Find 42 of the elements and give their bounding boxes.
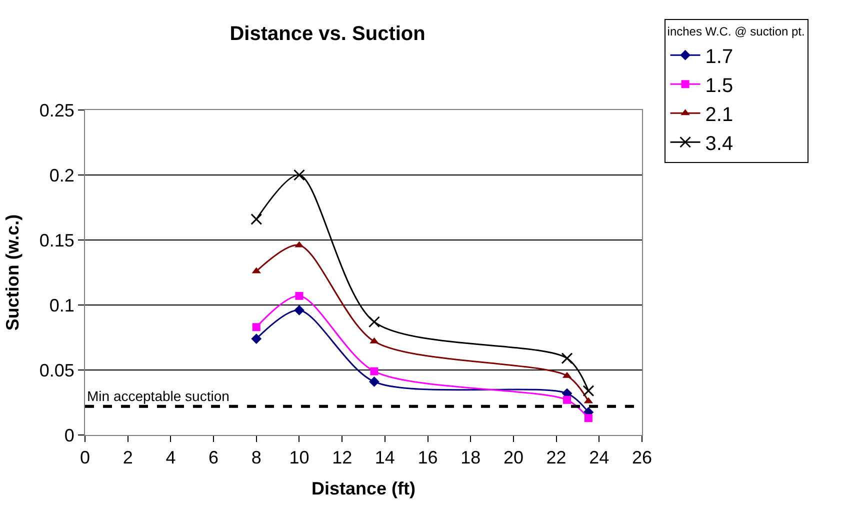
- x-axis-title: Distance (ft): [311, 478, 416, 499]
- legend-label: 2.1: [705, 104, 734, 126]
- point: [584, 414, 592, 422]
- point: [368, 316, 380, 328]
- legend-label: 1.5: [705, 74, 734, 97]
- point: [251, 334, 262, 344]
- legend-title: inches W.C. @ suction pt.: [667, 24, 805, 39]
- point: [563, 396, 572, 404]
- point: [294, 305, 304, 316]
- chart-title: Distance vs. Suction: [230, 22, 426, 45]
- x-tick-label: 0: [80, 448, 90, 468]
- y-tick-label: 0.05: [39, 360, 74, 380]
- x-tick-label: 24: [589, 448, 610, 468]
- x-tick-label: 16: [418, 448, 438, 468]
- y-tick-label: 0.1: [49, 295, 74, 316]
- legend-label: 3.4: [705, 132, 734, 155]
- point: [370, 367, 378, 376]
- point: [369, 376, 380, 387]
- point: [561, 352, 573, 364]
- x-tick-label: 12: [332, 448, 352, 468]
- point: [582, 385, 594, 397]
- x-tick-label: 26: [632, 448, 652, 468]
- point: [250, 213, 262, 225]
- x-tick-label: 20: [503, 448, 524, 468]
- x-tick-label: 6: [208, 448, 219, 468]
- point: [295, 292, 304, 300]
- x-tick-label: 22: [546, 448, 566, 468]
- x-tick-label: 2: [122, 448, 133, 468]
- point: [293, 169, 305, 181]
- x-tick-label: 18: [460, 448, 481, 468]
- ref-line-label: Min acceptable suction: [87, 388, 230, 404]
- y-tick-label: 0.15: [39, 230, 74, 250]
- y-tick-label: 0.2: [49, 165, 74, 186]
- x-tick-label: 10: [289, 448, 310, 468]
- legend-label: 1.7: [705, 46, 734, 68]
- point: [252, 323, 260, 332]
- y-tick-label: 0: [64, 425, 74, 446]
- x-tick-label: 4: [166, 448, 176, 468]
- y-axis-title: Suction (w.c.): [2, 214, 23, 331]
- x-tick-label: 14: [374, 448, 395, 468]
- x-tick-label: 8: [251, 448, 262, 468]
- y-tick-label: 0.25: [39, 100, 74, 120]
